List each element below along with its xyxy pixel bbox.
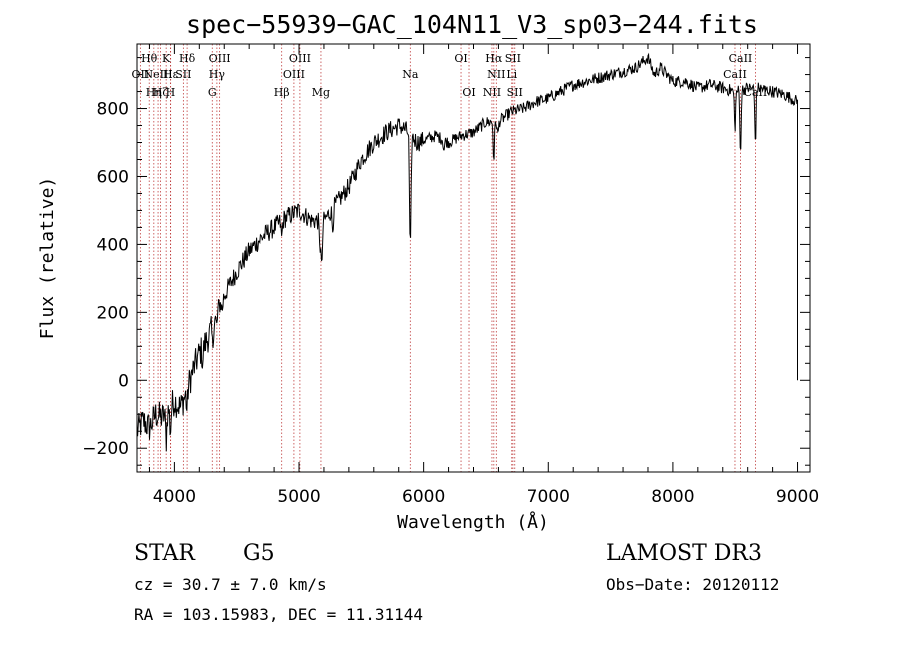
y-tick-label: 600 (97, 167, 129, 187)
spectral-line-label: Hβ (274, 86, 290, 99)
y-tick-label: 0 (118, 371, 129, 391)
spectral-line-label: Hθ (141, 52, 158, 65)
object-class: STAR (134, 541, 196, 566)
spectral-line-label: CaII (729, 52, 753, 65)
x-tick-labels: 4000 5000 6000 7000 8000 9000 (153, 487, 819, 507)
y-tick-labels: −200 0 200 400 600 800 (82, 100, 129, 460)
spectral-line-label: OII (132, 68, 150, 81)
y-tick-label: 200 (97, 303, 129, 323)
y-tick-label: 800 (97, 100, 129, 120)
x-tick-label: 9000 (776, 487, 819, 507)
spectral-line-label: NII (487, 68, 505, 81)
spectral-line-label: OI (454, 52, 467, 65)
ra-dec: RA = 103.15983, DEC = 11.31144 (134, 605, 423, 624)
spectral-line-label: Na (402, 68, 419, 81)
spectral-line-label: Hα (485, 52, 503, 65)
x-tick-label: 8000 (651, 487, 694, 507)
spectral-line-labels: OIIHθHηNeIIIHζKHHεSIIHδGHγOIIIHβOIIIOIII… (132, 52, 768, 99)
spectral-line-label: H (166, 86, 176, 99)
y-axis-label: Flux (relative) (37, 177, 58, 340)
spectral-line-label: Mg (312, 86, 330, 99)
plot-frame (136, 43, 811, 473)
chart-title: spec−55939−GAC_104N11_V3_sp03−244.fits (186, 10, 758, 39)
spectral-line-label: K (162, 52, 171, 65)
object-subclass: G5 (243, 541, 275, 566)
y-tick-label: −200 (82, 439, 129, 459)
x-tick-label: 6000 (402, 487, 445, 507)
y-tick-label: 400 (97, 235, 129, 255)
spectral-line-label: SII (507, 86, 523, 99)
spectral-line-label: NeIII (143, 68, 172, 81)
x-axis-label: Wavelength (Å) (397, 511, 549, 533)
axis-ticks (137, 44, 810, 472)
spectral-line-label: Hγ (209, 68, 226, 81)
spectral-line-label: SII (505, 52, 521, 65)
spectral-line-label: Li (506, 68, 517, 81)
spectral-line-label: Hη (146, 86, 162, 99)
redshift-cz: cz = 30.7 ± 7.0 km/s (134, 575, 327, 594)
observation-date: Obs−Date: 20120112 (606, 575, 779, 594)
x-tick-label: 5000 (277, 487, 320, 507)
spectral-line-label: OI (462, 86, 475, 99)
spectral-line-label: OIII (209, 52, 231, 65)
spectral-line-label: SII (175, 68, 191, 81)
spectral-line-label: G (208, 86, 217, 99)
spectral-line-label: Hε (163, 68, 179, 81)
spectral-line-label: OIII (289, 52, 311, 65)
spectral-line-label: OIII (283, 68, 305, 81)
spectral-line-label: Hζ (153, 86, 169, 99)
plot-area: OIIHθHηNeIIIHζKHHεSIIHδGHγOIIIHβOIIIOIII… (132, 43, 811, 473)
x-tick-label: 4000 (153, 487, 196, 507)
spectral-line-label: CaII (723, 68, 747, 81)
spectral-line-label: NII (483, 86, 501, 99)
survey-name: LAMOST DR3 (606, 541, 762, 566)
spectral-line-markers (139, 44, 756, 472)
x-tick-label: 7000 (527, 487, 570, 507)
spectrum-line (136, 52, 798, 452)
spectral-line-label: CaII (744, 86, 768, 99)
spectral-line-label: Hδ (179, 52, 196, 65)
